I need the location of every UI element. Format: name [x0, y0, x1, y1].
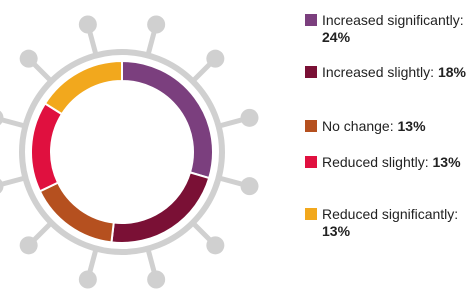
- spike-ball: [79, 271, 97, 289]
- legend-label: Increased slightly:: [322, 64, 434, 80]
- legend-text: Reduced slightly: 13%: [322, 154, 470, 171]
- donut-segment: [31, 103, 62, 191]
- spike-ball: [20, 236, 38, 254]
- legend-label: No change:: [322, 118, 394, 134]
- donut-segment: [45, 61, 122, 114]
- legend-entry: Increased slightly: 18%: [305, 64, 470, 81]
- spike: [0, 178, 25, 186]
- spike-ball: [0, 177, 3, 195]
- spike-ball: [20, 50, 38, 68]
- donut-area: [0, 0, 300, 291]
- spike-ball: [241, 177, 259, 195]
- legend-swatch: [305, 14, 317, 26]
- donut-segment: [111, 172, 209, 243]
- legend-swatch: [305, 120, 317, 132]
- spike-ball: [206, 50, 224, 68]
- legend-text: Increased slightly: 18%: [322, 64, 470, 81]
- spike: [0, 118, 25, 126]
- legend-label: Increased significantly:: [322, 12, 464, 28]
- legend-label: Reduced significantly:: [322, 206, 458, 222]
- legend-label: Reduced slightly:: [322, 154, 429, 170]
- legend-swatch: [305, 66, 317, 78]
- chart: Increased significantly: 24% Increased sl…: [0, 0, 476, 291]
- legend-value: 13%: [433, 154, 461, 170]
- spike-ball: [0, 109, 3, 127]
- legend-swatch: [305, 156, 317, 168]
- spike-ball: [241, 109, 259, 127]
- legend-text: No change: 13%: [322, 118, 470, 135]
- legend-entry: Reduced slightly: 13%: [305, 154, 470, 171]
- legend-value: 18%: [438, 64, 466, 80]
- legend-entry: Reduced significantly: 13%: [305, 206, 470, 240]
- spike-ball: [79, 15, 97, 33]
- legend-entry: No change: 13%: [305, 118, 470, 135]
- donut-segment: [122, 61, 213, 178]
- donut-segment: [40, 183, 114, 243]
- spike-ball: [206, 236, 224, 254]
- legend-value: 24%: [322, 29, 350, 45]
- spike-ball: [147, 271, 165, 289]
- legend-text: Increased significantly: 24%: [322, 12, 470, 46]
- legend-text: Reduced significantly: 13%: [322, 206, 470, 240]
- legend-value: 13%: [398, 118, 426, 134]
- legend-value: 13%: [322, 223, 350, 239]
- spike-ball: [147, 15, 165, 33]
- legend-swatch: [305, 208, 317, 220]
- legend-entry: Increased significantly: 24%: [305, 12, 470, 46]
